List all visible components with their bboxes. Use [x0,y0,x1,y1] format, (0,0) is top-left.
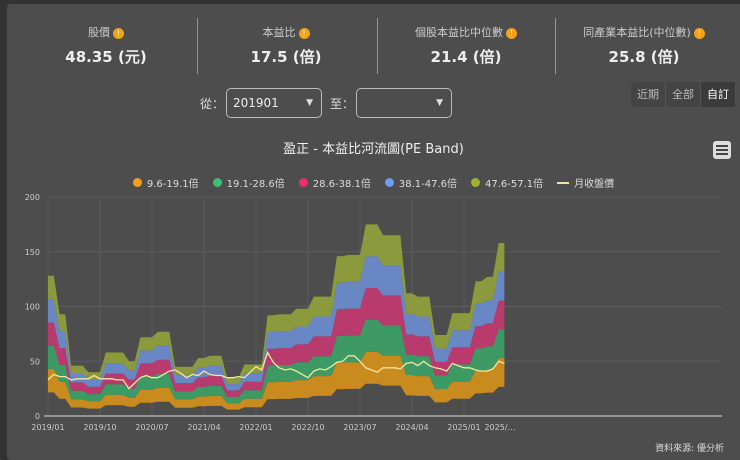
pe-band-3 [48,288,505,397]
x-tick-label: 2025/01 [447,423,480,432]
divider [555,18,556,74]
legend-label: 38.1-47.6倍 [398,179,458,190]
legend-item[interactable]: 47.6-57.1倍 [471,175,543,190]
info-icon[interactable]: ! [506,27,517,39]
x-tick-label: 2021/04 [187,423,220,432]
legend-dot-icon [471,178,481,187]
legend-label: 28.6-38.1倍 [312,179,371,190]
x-tick-label: 2025/… [484,423,515,432]
x-tick-label: 2023/07 [343,423,376,432]
chart-title: 盈正 - 本益比河流圖(PE Band) [283,142,464,157]
data-source: 資料來源: 優分析 [655,444,724,454]
from-select[interactable]: 201901 ▼ [226,88,322,118]
legend-label: 19.1-28.6倍 [226,179,285,190]
legend-item[interactable]: 28.6-38.1倍 [298,175,371,190]
hamburger-menu-icon[interactable] [713,141,731,159]
legend-item[interactable]: 9.6-19.1倍 [132,175,199,190]
chevron-down-icon: ▼ [306,98,313,108]
y-tick-label: 50 [30,357,40,366]
y-tick-label: 150 [25,248,40,257]
x-tick-label: 2022/01 [239,423,272,432]
legend-dot-icon [212,178,222,187]
divider [197,18,198,74]
legend-item[interactable]: 19.1-28.6倍 [212,175,285,190]
x-tick-label: 2020/07 [135,423,168,432]
from-value: 201901 [233,96,279,110]
stat-value: 48.35 (元) [65,48,147,66]
info-icon[interactable]: ! [298,27,310,39]
stat-price: 股價! 48.35 (元) [17,18,195,74]
stat-value: 25.8 (倍) [608,48,680,66]
legend-item[interactable]: 38.1-47.6倍 [384,175,458,190]
to-select[interactable]: ▼ [356,88,452,118]
chart-legend: 9.6-19.1倍 19.1-28.6倍 28.6-38.1倍 38.1-47.6倍 4… [7,175,740,190]
price-line [47,350,505,390]
legend-label: 47.6-57.1倍 [485,179,544,190]
stat-pe: 本益比! 17.5 (倍) [197,18,375,74]
range-custom-button[interactable]: 自訂 [701,82,736,107]
x-tick-label: 2022/10 [291,423,324,432]
stat-value: 21.4 (倍) [430,48,502,66]
info-icon[interactable]: ! [693,27,705,39]
from-label: 從： [200,97,225,111]
info-icon[interactable]: ! [113,27,124,39]
legend-dot-icon [384,178,394,187]
pe-band-5 [48,224,505,385]
chevron-down-icon: ▼ [436,98,443,108]
x-tick-label: 2024/04 [395,423,428,432]
range-toggle: 近期 全部 自訂 [631,82,736,107]
y-tick-label: 200 [25,193,40,202]
range-all-button[interactable]: 全部 [666,82,701,107]
x-tick-label: 2019/10 [83,423,116,432]
stat-label: 同產業本益比(中位數) [583,26,691,39]
stat-label: 股價 [88,26,110,39]
legend-label: 9.6-19.1倍 [146,179,199,190]
legend-line-icon [557,181,570,184]
y-tick-label: 0 [35,412,40,421]
divider [377,18,378,74]
stat-label: 本益比 [262,26,296,39]
legend-dot-icon [132,178,142,187]
stat-value: 17.5 (倍) [250,48,322,66]
pe-band-2 [48,320,505,404]
stat-pe-median: 個股本益比中位數! 21.4 (倍) [377,18,555,74]
legend-item[interactable]: 月收盤價 [557,175,614,190]
range-recent-button[interactable]: 近期 [631,82,666,107]
to-label: 至： [330,97,355,111]
stat-industry-pe: 同產業本益比(中位數)! 25.8 (倍) [555,18,733,74]
pe-band-4 [48,256,505,391]
x-tick-label: 2019/01 [31,423,64,432]
pe-band-1 [48,351,505,410]
stat-label: 個股本益比中位數 [415,26,503,39]
legend-dot-icon [298,178,308,187]
legend-label: 月收盤價 [574,179,615,190]
y-tick-label: 100 [25,303,40,312]
